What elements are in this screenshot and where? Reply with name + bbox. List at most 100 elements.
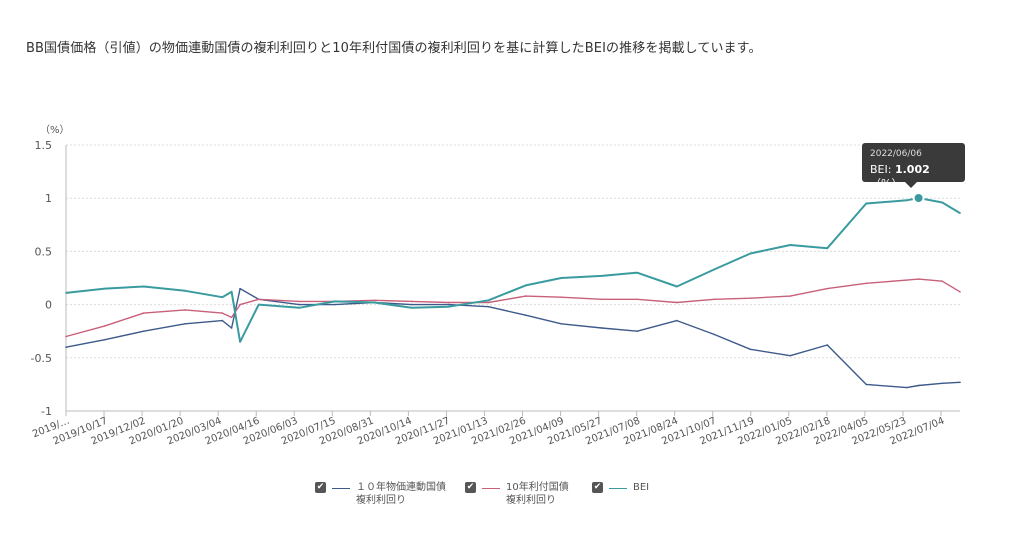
data-point-bei <box>104 287 106 290</box>
legend-label-bei: BEI <box>633 481 649 494</box>
data-point-jgb10 <box>865 282 868 285</box>
data-point-jgb10 <box>959 291 961 293</box>
data-point-jgb10 <box>373 299 376 302</box>
data-point-linker <box>905 386 908 389</box>
legend-item-bei[interactable]: ✔ BEI <box>592 481 649 494</box>
y-tick-label: 1 <box>45 192 52 205</box>
y-tick-label: -0.5 <box>31 352 52 365</box>
data-point-linker <box>221 319 224 322</box>
y-tick-label: -1 <box>41 405 52 418</box>
data-point-bei <box>789 244 791 246</box>
tooltip-arrow <box>905 182 917 188</box>
data-point-bei <box>410 306 413 309</box>
tooltip-value: 1.002 <box>894 163 930 176</box>
data-point-jgb10 <box>298 300 301 303</box>
checkbox-icon[interactable]: ✔ <box>465 482 476 493</box>
data-point-jgb10 <box>230 316 233 319</box>
data-point-linker <box>104 338 106 341</box>
data-point-linker <box>600 327 603 329</box>
data-point-linker <box>713 333 715 336</box>
data-point-linker <box>917 384 920 387</box>
legend-item-linker[interactable]: ✔ １０年物価連動国債 複利利回り <box>315 481 446 507</box>
data-point-bei <box>676 285 678 288</box>
data-point-bei <box>184 289 186 292</box>
data-point-jgb10 <box>104 325 106 327</box>
y-tick-label: 0 <box>45 299 52 312</box>
data-point-linker <box>959 381 961 384</box>
y-tick-label: 1.5 <box>35 139 53 152</box>
legend-label-line2: 複利利回り <box>506 495 556 506</box>
checkbox-icon[interactable]: ✔ <box>592 482 603 493</box>
data-point-jgb10 <box>713 298 715 301</box>
data-point-linker <box>676 319 678 322</box>
data-point-jgb10 <box>447 301 450 304</box>
data-point-jgb10 <box>600 298 603 301</box>
data-point-bei <box>959 212 961 214</box>
data-point-bei <box>65 292 67 294</box>
checkbox-icon[interactable]: ✔ <box>315 482 326 493</box>
data-point-bei <box>333 300 336 303</box>
data-point-linker <box>865 383 868 386</box>
data-point-jgb10 <box>560 296 562 298</box>
data-point-linker <box>230 327 233 329</box>
chart-tooltip: 2022/06/06 BEI: 1.002 （%） <box>862 143 965 190</box>
y-tick-label: 0.5 <box>35 245 53 258</box>
legend-swatch-bei <box>609 488 627 489</box>
series-line-jgb10 <box>65 278 961 338</box>
legend-label-line2: 複利利回り <box>356 495 406 506</box>
data-point-bei <box>487 299 490 302</box>
data-point-bei <box>142 285 145 288</box>
data-point-jgb10 <box>487 301 490 304</box>
data-point-bei <box>636 271 639 274</box>
data-point-bei <box>560 277 562 279</box>
data-point-bei <box>749 252 752 255</box>
tooltip-unit: （%） <box>870 177 903 190</box>
data-point-bei <box>941 201 944 204</box>
data-point-bei <box>239 341 241 343</box>
data-point-jgb10 <box>410 300 413 303</box>
data-point-jgb10 <box>636 298 639 301</box>
chart-legend: ✔ １０年物価連動国債 複利利回り ✔ 10年利付国債 複利利回り ✔ BEI <box>0 481 1024 521</box>
data-point-linker <box>826 344 829 346</box>
data-point-jgb10 <box>941 280 944 282</box>
tooltip-label: BEI: <box>870 163 895 176</box>
data-point-jgb10 <box>184 309 186 311</box>
data-point-bei <box>230 291 233 293</box>
data-point-linker <box>749 348 752 351</box>
data-point-jgb10 <box>524 295 527 297</box>
data-point-jgb10 <box>789 295 791 297</box>
data-point-jgb10 <box>239 303 241 306</box>
data-point-bei <box>447 305 450 308</box>
data-point-bei <box>524 284 527 287</box>
data-point-linker <box>789 354 791 357</box>
legend-swatch-linker <box>332 488 350 489</box>
tooltip-value-line: BEI: 1.002 （%） <box>870 163 957 191</box>
data-point-jgb10 <box>142 312 145 314</box>
legend-swatch-jgb10 <box>482 488 500 489</box>
data-point-bei <box>600 275 603 277</box>
data-point-bei <box>713 268 715 271</box>
data-point-jgb10 <box>905 279 908 281</box>
data-point-bei <box>298 306 301 309</box>
data-point-bei <box>905 199 908 202</box>
data-point-linker <box>410 303 413 306</box>
legend-item-jgb10[interactable]: ✔ 10年利付国債 複利利回り <box>465 481 569 507</box>
data-point-jgb10 <box>65 335 67 338</box>
data-point-jgb10 <box>826 287 829 290</box>
data-point-linker <box>941 382 944 385</box>
data-point-linker <box>239 287 241 290</box>
legend-label-line1: 10年利付国債 <box>506 482 569 493</box>
data-point-linker <box>184 322 186 325</box>
hover-marker[interactable] <box>912 191 925 204</box>
data-point-linker <box>524 314 527 317</box>
data-point-linker <box>142 330 145 333</box>
data-point-bei <box>826 247 829 250</box>
data-point-bei <box>865 202 868 205</box>
data-point-linker <box>447 303 450 306</box>
data-point-jgb10 <box>749 297 752 300</box>
data-point-linker <box>333 303 336 306</box>
data-point-jgb10 <box>257 298 260 301</box>
page-heading: BB国債価格（引値）の物価連動国債の複利利回りと10年利付国債の複利利回りを基に… <box>26 41 762 56</box>
legend-label-line1: BEI <box>633 482 650 493</box>
